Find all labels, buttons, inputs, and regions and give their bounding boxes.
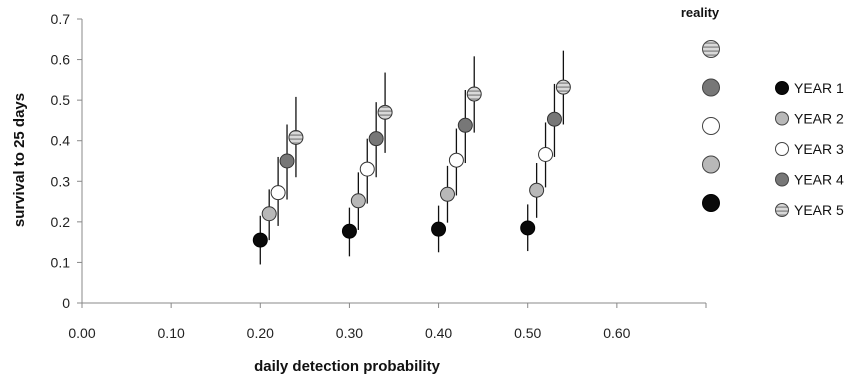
data-point <box>529 182 545 198</box>
x-tick-label: 0.40 <box>425 325 452 341</box>
error-bars <box>259 50 565 265</box>
y-tick-label: 0 <box>62 295 70 311</box>
legend-marker <box>775 111 789 126</box>
data-point <box>341 223 357 239</box>
data-point <box>448 152 464 168</box>
data-point <box>377 104 393 120</box>
legend-marker <box>775 81 789 95</box>
tick-labels: 0 0.1 0.2 0.3 0.4 0.5 0.6 0.7 0.00 0.10 0.20 0.30 0.… <box>51 11 631 341</box>
data-point <box>466 86 482 102</box>
legend-label: YEAR 1 <box>794 80 844 96</box>
reality-marker <box>702 117 720 135</box>
legend-marker <box>775 142 789 156</box>
data-point <box>520 220 536 236</box>
reality-label: reality <box>681 5 720 20</box>
x-tick-label: 0.10 <box>158 325 185 341</box>
data-point <box>457 117 473 133</box>
data-point <box>546 111 562 127</box>
y-tick-label: 0.1 <box>51 254 71 270</box>
y-tick-label: 0.7 <box>51 11 71 27</box>
data-points <box>252 79 571 248</box>
data-point <box>288 129 304 145</box>
legend-label: YEAR 4 <box>794 172 844 188</box>
y-tick-label: 0.5 <box>51 92 71 108</box>
data-point <box>350 193 366 209</box>
data-point <box>538 147 554 163</box>
reality-marker <box>702 40 720 58</box>
data-point <box>270 185 286 201</box>
x-tick-label: 0.00 <box>68 325 95 341</box>
data-point <box>359 161 375 177</box>
legend-label: YEAR 2 <box>794 111 844 127</box>
legend-marker <box>775 203 789 217</box>
y-tick-label: 0.4 <box>51 133 71 149</box>
x-tick-label: 0.50 <box>514 325 541 341</box>
x-tick-label: 0.30 <box>336 325 363 341</box>
y-tick-label: 0.2 <box>51 214 71 230</box>
y-axis-title: survival to 25 days <box>11 93 28 227</box>
reality-marker <box>702 194 720 212</box>
data-point <box>252 232 268 248</box>
legend-marker <box>775 172 789 187</box>
data-point <box>261 206 277 222</box>
axes <box>77 18 707 308</box>
x-axis-title: daily detection probability <box>254 358 441 375</box>
legend-label: YEAR 3 <box>794 141 844 157</box>
reality-column: reality <box>681 5 720 212</box>
x-tick-label: 0.20 <box>247 325 274 341</box>
data-point <box>431 221 447 237</box>
y-tick-label: 0.6 <box>51 52 71 68</box>
x-tick-label: 0.60 <box>603 325 630 341</box>
reality-marker <box>702 155 720 174</box>
legend: YEAR 1 YEAR 2 YEAR 3 YEAR 4 YEAR 5 <box>775 80 844 218</box>
legend-label: YEAR 5 <box>794 202 844 218</box>
data-point <box>368 131 384 147</box>
y-tick-label: 0.3 <box>51 173 71 189</box>
data-point <box>279 153 295 169</box>
data-point <box>555 79 571 95</box>
data-point <box>439 186 455 202</box>
reality-marker <box>702 78 720 97</box>
